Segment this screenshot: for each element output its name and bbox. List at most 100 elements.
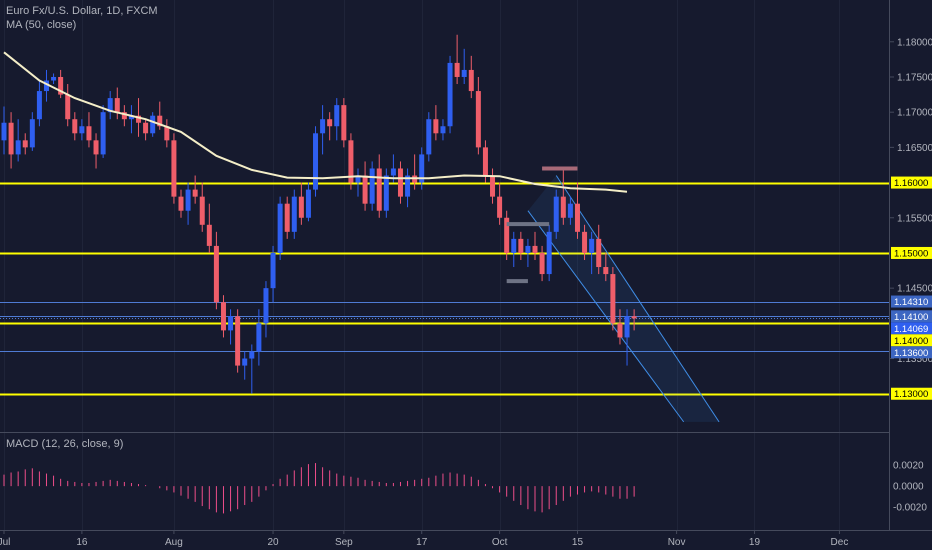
grid	[4, 0, 840, 530]
price-label-box	[891, 310, 932, 323]
candle-body	[192, 189, 198, 197]
bracket-bar	[542, 166, 578, 171]
candle-body	[8, 122, 14, 155]
candle-body	[376, 168, 382, 211]
ma-legend: MA (50, close)	[6, 19, 77, 31]
annotation-brackets	[506, 166, 578, 284]
candle-body	[447, 62, 453, 127]
candle-body	[15, 140, 21, 155]
time-tick-label: 20	[267, 537, 279, 548]
candle-body	[490, 175, 496, 197]
price-tick-label: 1.17500	[897, 72, 932, 83]
macd-tick-label: -0.0020	[893, 503, 927, 514]
candle-body	[532, 245, 538, 253]
ma50-line	[3, 51, 628, 193]
candle-body	[596, 238, 602, 268]
candle-body	[624, 316, 630, 338]
chart-title: Euro Fx/U.S. Dollar, 1D, FXCM	[6, 5, 158, 17]
price-label-text: 1.13000	[894, 389, 928, 400]
candle-body	[43, 80, 49, 92]
bracket-bar	[506, 222, 550, 227]
price-label-box	[891, 246, 932, 259]
channel-fill	[527, 175, 720, 422]
candle-body	[86, 126, 92, 141]
candle-body	[157, 115, 163, 127]
candle-body	[235, 316, 241, 366]
macd-tick-label: 0.0020	[893, 461, 924, 472]
candle-body	[589, 238, 595, 253]
candle-body	[334, 105, 340, 127]
price-label-box	[891, 176, 932, 189]
candle-body	[171, 140, 177, 197]
candle-body	[560, 196, 566, 218]
candle-body	[284, 203, 290, 232]
time-tick-label: 17	[416, 537, 428, 548]
candle-body	[220, 302, 226, 331]
candle-body	[256, 323, 262, 352]
candle-body	[511, 238, 517, 253]
candle-body	[36, 91, 42, 120]
candle-body	[320, 119, 326, 134]
price-label-text: 1.14000	[894, 336, 928, 347]
candle-body	[390, 168, 396, 176]
price-label-box	[891, 387, 932, 400]
candle-body	[213, 245, 219, 303]
candle-body	[610, 274, 616, 324]
candle-body	[362, 175, 368, 204]
candle-body	[631, 316, 637, 319]
price-tick-label: 1.18000	[897, 37, 932, 48]
price-label-box	[891, 334, 932, 347]
candle-body	[574, 203, 580, 232]
axis-ticks: 1.18000 1.17500 1.17000 1.16500 1.15500 1.145…	[0, 37, 932, 548]
candle-body	[617, 323, 623, 338]
candle-body	[121, 112, 127, 120]
price-label-text: 1.13600	[894, 348, 928, 359]
candle-body	[553, 196, 559, 232]
candle-body	[58, 76, 64, 95]
candle-body	[313, 133, 319, 190]
candle-body	[603, 267, 609, 275]
candle-body	[51, 76, 57, 81]
trend-channel[interactable]	[527, 175, 720, 423]
candle-body	[185, 189, 191, 211]
candle-body	[525, 245, 531, 253]
candle-body	[440, 126, 446, 134]
candle-body	[29, 119, 35, 148]
candle-body	[1, 122, 7, 141]
candle-body	[65, 94, 71, 120]
time-tick-label: Aug	[165, 537, 183, 548]
horizontal-levels	[0, 182, 889, 396]
channel-lower-line	[527, 210, 685, 423]
candle-body	[383, 175, 389, 211]
candle-body	[475, 91, 481, 148]
price-label-text: 1.14100	[894, 312, 928, 323]
candle-body	[433, 119, 439, 134]
candle-body	[93, 140, 99, 155]
candle-body	[136, 115, 142, 123]
time-tick-label: 19	[749, 537, 761, 548]
time-tick-label: Jul	[0, 537, 10, 548]
candle-body	[100, 112, 106, 155]
candle-body	[497, 196, 503, 218]
macd-legend: MACD (12, 26, close, 9)	[6, 438, 124, 450]
candle-body	[369, 168, 375, 204]
time-tick-label: Oct	[492, 537, 508, 548]
candle-body	[454, 62, 460, 77]
price-label-box	[891, 346, 932, 359]
candle-body	[107, 98, 113, 113]
price-label-text: 1.16000	[894, 178, 928, 189]
candle-body	[199, 196, 205, 225]
candle-body	[79, 126, 85, 134]
price-level-labels: 1.16000 1.15000 1.14310 1.141001.140691.140…	[891, 176, 932, 400]
price-label-text: 1.15000	[894, 248, 928, 259]
candles	[1, 34, 637, 394]
price-tick-label: 1.15500	[897, 213, 932, 224]
candle-body	[539, 252, 545, 275]
candle-body	[504, 217, 510, 253]
candle-body	[249, 351, 255, 359]
time-tick-label: Sep	[335, 537, 353, 548]
candle-body	[482, 147, 488, 176]
macd-tick-label: 0.0000	[893, 482, 924, 493]
